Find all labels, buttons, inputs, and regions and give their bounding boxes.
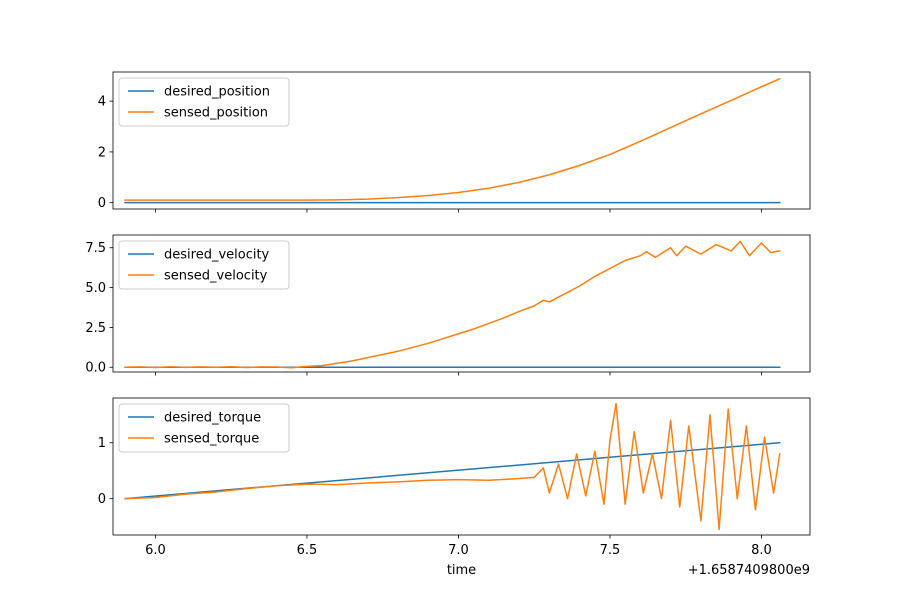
legend-box: [118, 77, 290, 127]
y-tick-label: 0.0: [85, 361, 106, 376]
series-line-sensed-torque: [124, 402, 781, 531]
y-tick-label: 2.5: [85, 321, 106, 336]
legend-label: desired_position: [164, 85, 270, 100]
subplot-velocity-legend: desired_velocity sensed_velocity: [118, 240, 290, 290]
x-tick-label: 7.5: [600, 543, 621, 558]
legend-label: desired_torque: [164, 411, 261, 426]
subplot-position-lines: [124, 77, 781, 204]
x-tick-label: 6.5: [297, 543, 318, 558]
legend-box: [118, 240, 290, 290]
x-axis-label: time: [447, 563, 476, 578]
subplot-torque-ticks: 0 1 6.0 6.5 7.0 7.5 8.0: [98, 436, 772, 558]
subplot-position-legend: desired_position sensed_position: [118, 77, 290, 127]
subplot-torque-lines: [124, 402, 781, 531]
y-tick-label: 0: [98, 492, 106, 507]
y-tick-label: 5.0: [85, 281, 106, 296]
subplot-torque: 0 1 6.0 6.5 7.0 7.5 8.0 desired_torque sensed_t…: [98, 397, 811, 558]
x-tick-label: 8.0: [751, 543, 772, 558]
x-tick-label: 6.0: [145, 543, 166, 558]
legend-label: sensed_velocity: [164, 269, 268, 284]
subplot-position-ticks: 0 2 4: [98, 95, 762, 213]
subplot-velocity-frame: [112, 234, 811, 373]
y-tick-label: 1: [98, 436, 106, 451]
y-tick-label: 2: [98, 145, 106, 160]
series-line-sensed-velocity: [124, 240, 781, 369]
subplot-position-frame: [112, 71, 811, 210]
y-tick-label: 7.5: [85, 241, 106, 256]
y-tick-label: 0: [98, 196, 106, 211]
legend-label: sensed_torque: [164, 432, 259, 447]
subplot-torque-legend: desired_torque sensed_torque: [118, 403, 290, 453]
legend-box: [118, 403, 290, 453]
subplot-torque-frame: [112, 397, 811, 536]
subplot-velocity-ticks: 0.0 2.5 5.0 7.5: [85, 241, 762, 376]
subplot-velocity: 0.0 2.5 5.0 7.5 desired_velocity sensed_velo…: [85, 234, 811, 376]
x-axis-offset-text: +1.6587409800e9: [688, 563, 810, 578]
subplot-velocity-lines: [124, 240, 781, 369]
y-tick-label: 4: [98, 95, 106, 110]
x-tick-label: 7.0: [448, 543, 469, 558]
subplot-position: 0 2 4 desired_position sensed_position: [98, 71, 811, 213]
series-line-sensed-position: [124, 77, 781, 201]
legend-label: desired_velocity: [164, 248, 270, 263]
legend-label: sensed_position: [164, 106, 268, 121]
